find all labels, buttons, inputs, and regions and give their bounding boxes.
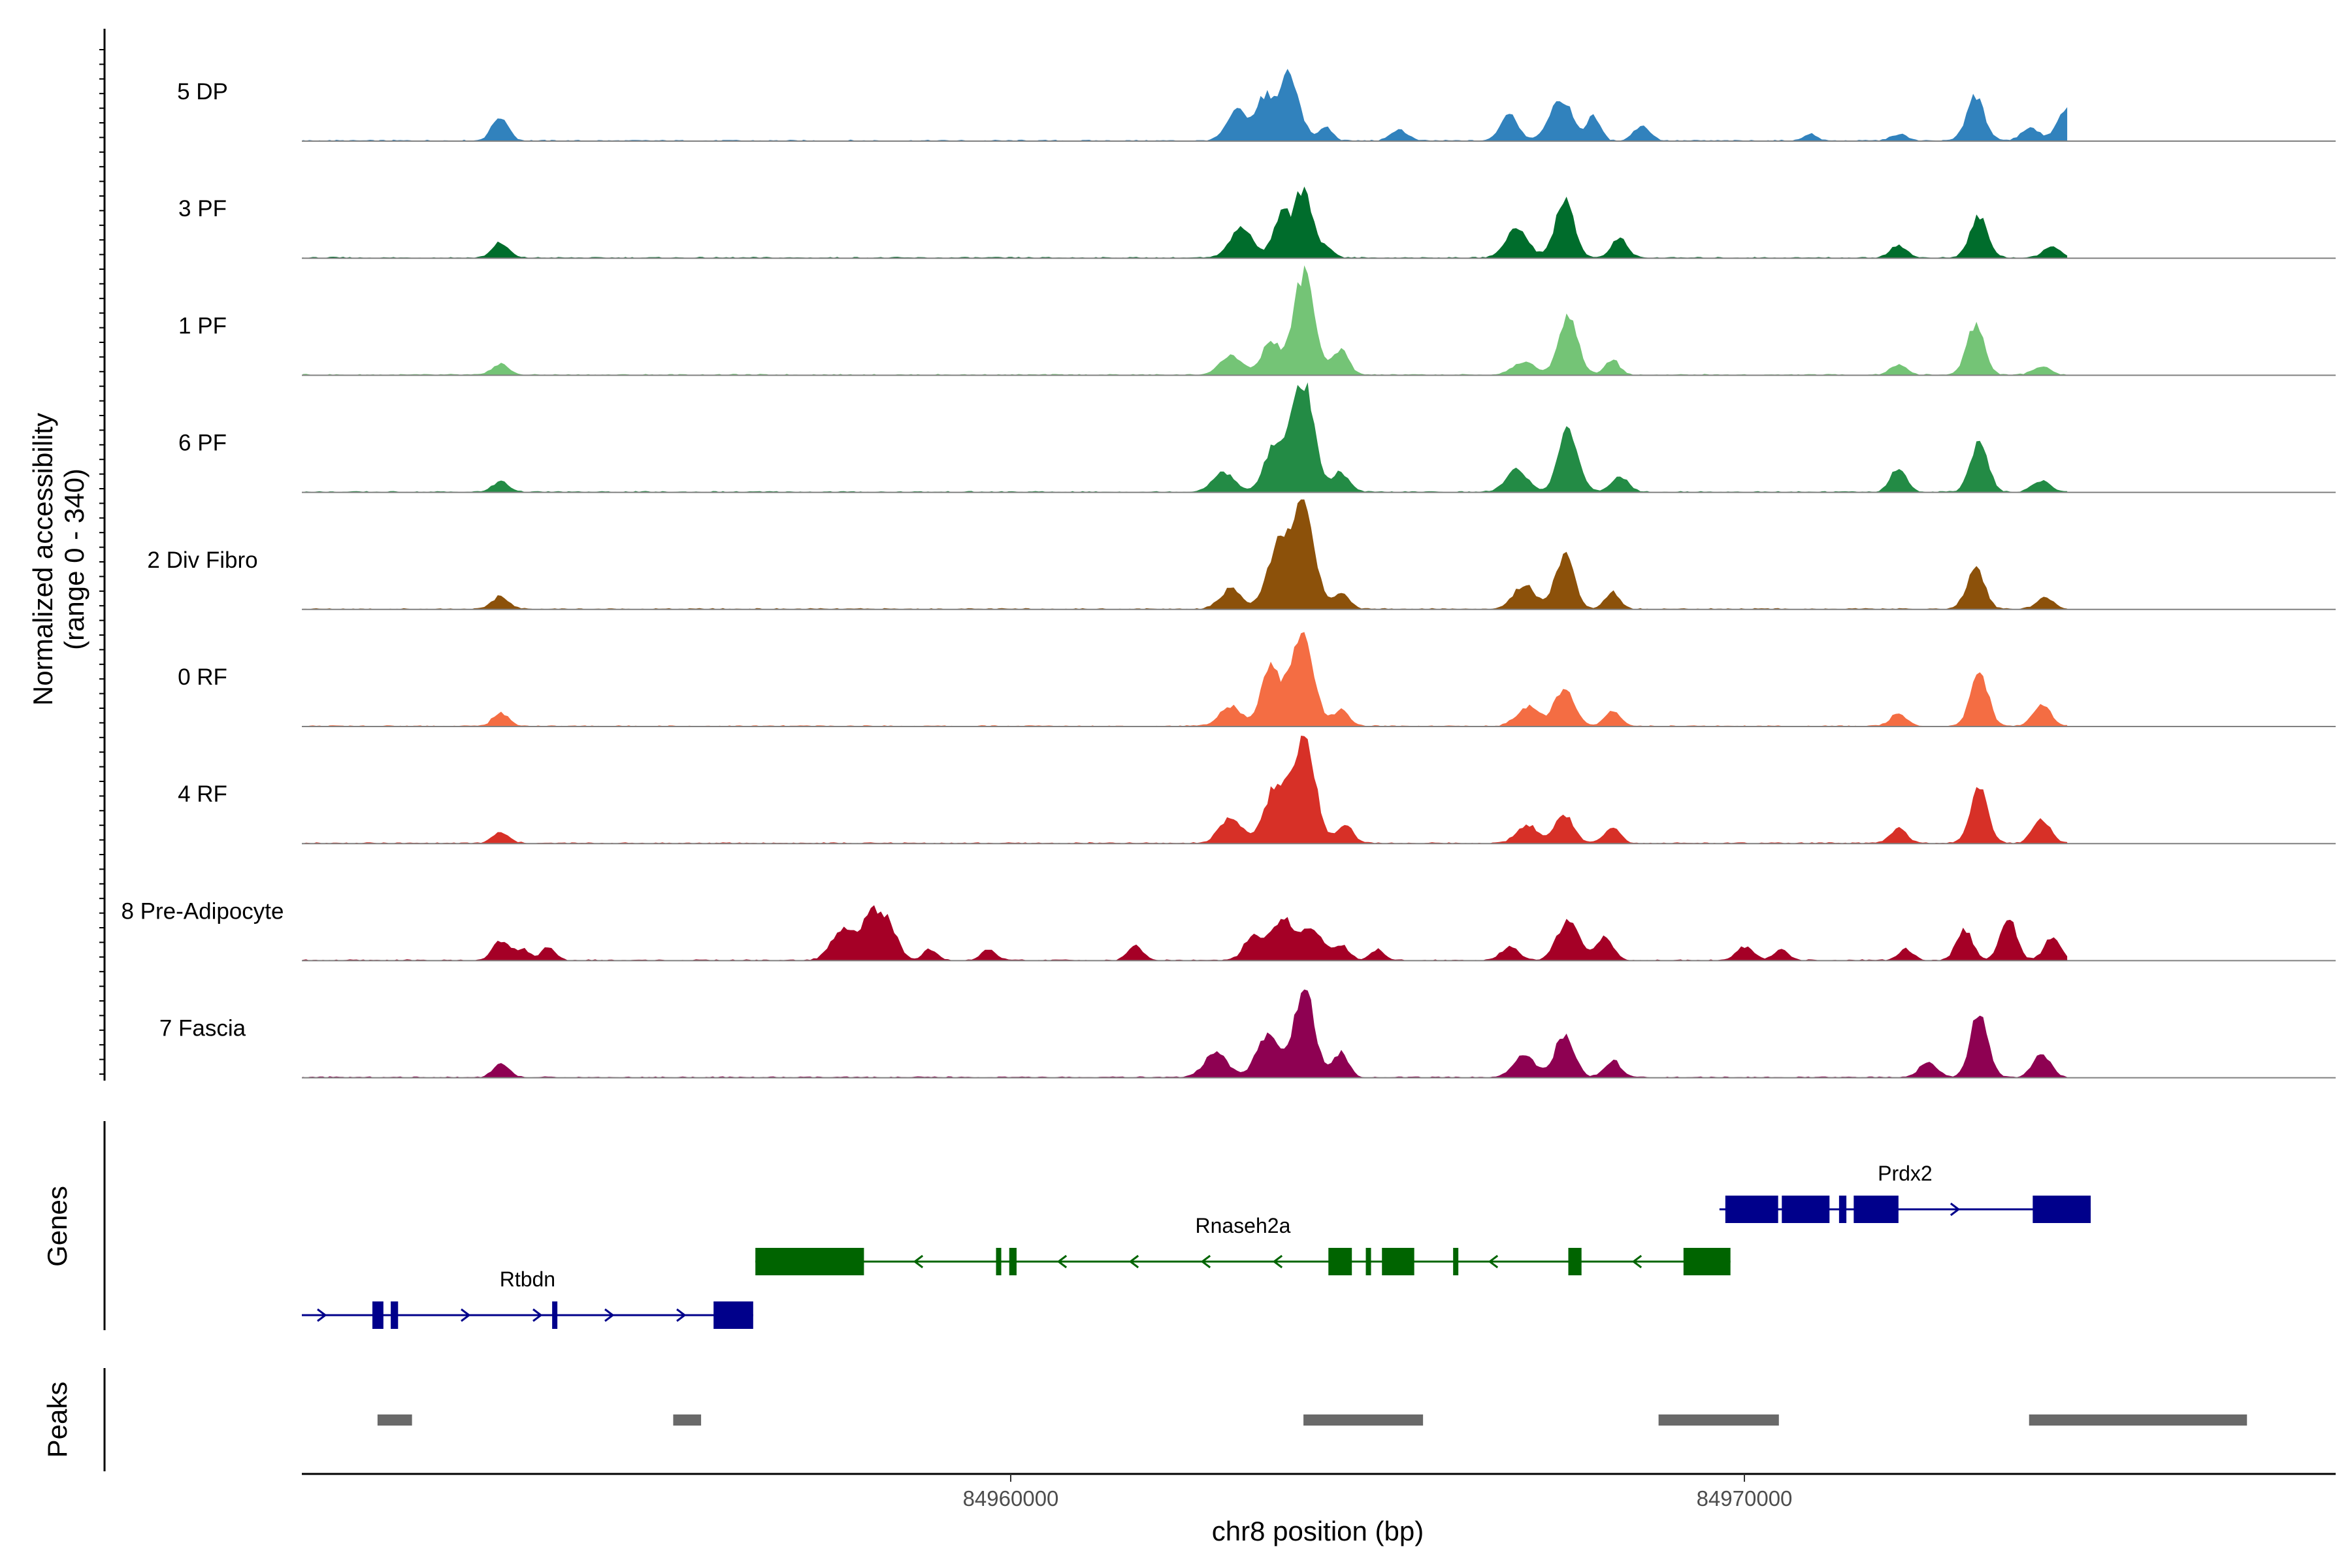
y-axis-title-line2: (range 0 - 340) [59,468,90,650]
peaks-track [103,1368,2247,1471]
gene-exon [1854,1196,1899,1223]
track-2: 1 PF [178,265,2336,376]
track-5: 0 RF [178,632,2336,727]
track-label-7: 8 Pre-Adipocyte [121,898,284,924]
gene-exon [1782,1196,1830,1223]
strand-arrow-icon [461,1308,471,1322]
strand-arrow-icon [1056,1254,1068,1269]
gene-name: Rtbdn [500,1267,555,1291]
track-label-6: 4 RF [178,781,227,807]
track-0: 5 DP [177,69,2336,142]
coverage-area-1 [302,186,2068,259]
strand-arrow-icon [604,1308,615,1322]
peak-region-3 [1658,1414,1779,1426]
x-tick-label-1: 84970000 [1697,1486,1793,1511]
track-1: 3 PF [178,186,2336,259]
strand-arrow-icon [532,1308,543,1322]
strand-arrow-icon [1128,1254,1139,1269]
gene-name: Rnaseh2a [1195,1214,1290,1237]
track-label-5: 0 RF [178,664,227,690]
coverage-area-2 [302,265,2068,376]
strand-arrow-icon [1631,1254,1642,1269]
gene-exon [2033,1196,2091,1223]
x-axis-title: chr8 position (bp) [1212,1516,1424,1546]
x-axis: 84960000 84970000 [302,1473,2336,1511]
peak-region-0 [377,1414,412,1426]
y-axis-title-line1: Normalized accessibility [27,413,58,706]
gene-exon [996,1248,1002,1275]
gene-1: Rnaseh2a [755,1214,1731,1275]
gene-name: Prdx2 [1878,1162,1933,1185]
coverage-area-3 [302,382,2068,493]
track-label-2: 1 PF [178,313,227,338]
track-4: 2 Div Fibro [147,499,2336,610]
strand-arrow-icon [913,1254,924,1269]
track-label-1: 3 PF [178,196,227,221]
coverage-area-8 [302,989,2068,1078]
strand-arrow-icon [1200,1254,1211,1269]
strand-arrow-icon [1950,1202,1961,1217]
gene-exon [372,1301,384,1329]
track-3: 6 PF [178,382,2336,493]
track-label-8: 7 Fascia [159,1016,246,1041]
gene-exon [1453,1248,1459,1275]
gene-exon [1838,1196,1847,1223]
gene-track: Rtbdn Rnaseh2a Prdx2 [103,1121,2091,1330]
genes-axis-title: Genes [42,1186,73,1267]
track-label-0: 5 DP [177,79,228,105]
strand-arrow-icon [1488,1254,1499,1269]
peak-region-4 [2029,1414,2247,1426]
gene-exon [1382,1248,1414,1275]
gene-exon [1009,1248,1017,1275]
strand-arrow-icon [1272,1254,1283,1269]
gene-exon [391,1301,399,1329]
coverage-tracks: 5 DP 3 PF 1 PF 6 PF 2 Div Fibro 0 RF 4 RF 8 Pre… [121,69,2336,1079]
peak-region-1 [673,1414,702,1426]
y-axis [99,29,106,1081]
gene-exon [1568,1248,1582,1275]
track-7: 8 Pre-Adipocyte [121,898,2336,962]
gene-exon [1365,1248,1371,1275]
gene-exon [755,1248,864,1275]
coverage-area-7 [302,905,2068,961]
coverage-area-4 [302,499,2068,610]
gene-exon [552,1301,558,1329]
strand-arrow-icon [317,1308,327,1322]
peak-region-2 [1303,1414,1424,1426]
coverage-area-5 [302,632,2068,727]
strand-arrow-icon [676,1308,687,1322]
coverage-area-0 [302,69,2068,141]
track-6: 4 RF [178,736,2336,845]
gene-2: Prdx2 [1719,1162,2091,1223]
gene-exon [1328,1248,1352,1275]
gene-exon [1683,1248,1731,1275]
coverage-area-6 [302,736,2068,844]
track-label-4: 2 Div Fibro [147,547,257,573]
peaks-axis-title: Peaks [42,1382,73,1458]
track-label-3: 6 PF [178,431,227,456]
gene-exon [1725,1196,1778,1223]
x-tick-label-0: 84960000 [963,1486,1059,1511]
gene-exon [713,1301,753,1329]
gene-0: Rtbdn [302,1267,753,1329]
track-8: 7 Fascia [159,989,2336,1079]
